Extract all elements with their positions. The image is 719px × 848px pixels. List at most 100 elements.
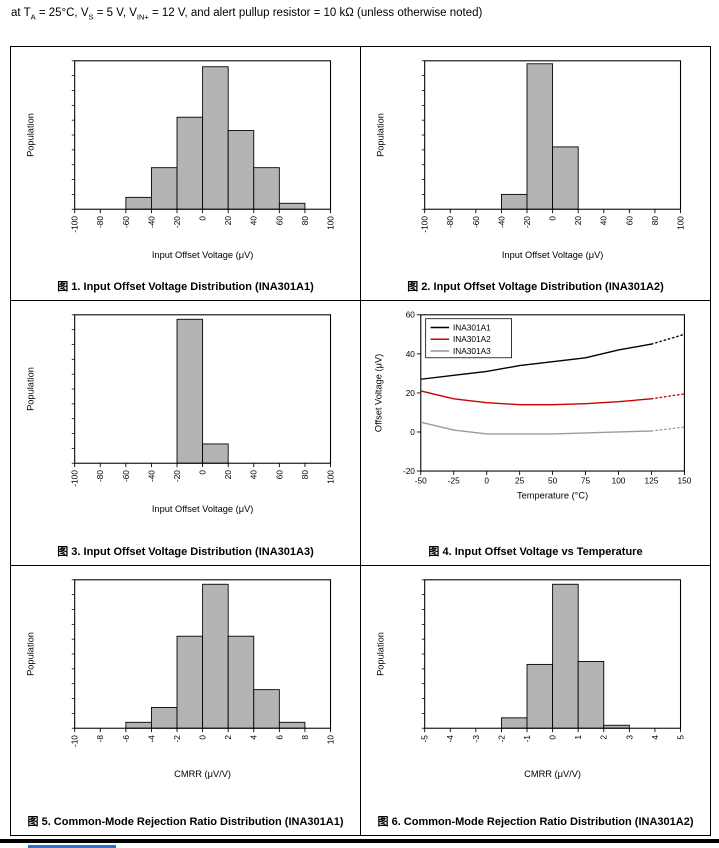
svg-text:0: 0 bbox=[547, 216, 557, 221]
svg-text:-80: -80 bbox=[95, 470, 105, 482]
svg-text:-40: -40 bbox=[496, 216, 506, 228]
svg-text:Population: Population bbox=[375, 632, 385, 676]
svg-text:-2: -2 bbox=[171, 735, 181, 743]
figure-caption-5: 图 5. Common-Mode Rejection Ratio Distrib… bbox=[27, 816, 344, 828]
subscript-vin: IN+ bbox=[136, 12, 149, 22]
svg-text:-2: -2 bbox=[496, 735, 506, 743]
svg-text:-4: -4 bbox=[146, 735, 156, 743]
svg-text:150: 150 bbox=[677, 476, 691, 486]
svg-text:INA301A2: INA301A2 bbox=[453, 334, 491, 344]
figure-grid: -100 -80 -60 -40 -20 0 20 40 60 80 100 Input Offset… bbox=[10, 46, 711, 836]
figure-caption-4: 图 4. Input Offset Voltage vs Temperature bbox=[428, 546, 643, 558]
svg-text:0: 0 bbox=[484, 476, 489, 486]
svg-text:40: 40 bbox=[248, 216, 258, 226]
histogram-fig6: -5 -4 -3 -2 -1 0 1 2 3 4 5 CMRR (μV/V) Population bbox=[375, 579, 685, 779]
svg-text:-8: -8 bbox=[95, 735, 105, 743]
svg-text:0: 0 bbox=[197, 216, 207, 221]
svg-text:125: 125 bbox=[644, 476, 658, 486]
svg-text:-40: -40 bbox=[146, 470, 156, 482]
footer-accent-bar bbox=[28, 845, 116, 848]
svg-text:CMRR (μV/V): CMRR (μV/V) bbox=[524, 769, 581, 779]
svg-text:100: 100 bbox=[325, 470, 335, 484]
svg-text:0: 0 bbox=[197, 470, 207, 475]
svg-text:-6: -6 bbox=[120, 735, 130, 743]
svg-text:Input Offset Voltage (μV): Input Offset Voltage (μV) bbox=[151, 504, 252, 514]
svg-text:40: 40 bbox=[405, 349, 415, 359]
svg-text:-20: -20 bbox=[402, 466, 414, 476]
svg-text:-80: -80 bbox=[95, 216, 105, 228]
svg-text:-10: -10 bbox=[69, 735, 79, 747]
svg-text:80: 80 bbox=[299, 470, 309, 480]
svg-text:-100: -100 bbox=[419, 216, 429, 233]
test-conditions-line: at TA = 25°C, VS = 5 V, VIN+ = 12 V, and… bbox=[11, 7, 483, 22]
svg-text:75: 75 bbox=[580, 476, 590, 486]
svg-text:-60: -60 bbox=[120, 216, 130, 228]
svg-text:0: 0 bbox=[197, 735, 207, 740]
figure-cell-4: -50 -25 0 25 50 75 100 125 150 -20 0 20 40 60 INA301A1… bbox=[361, 301, 711, 566]
svg-text:Population: Population bbox=[25, 632, 35, 676]
svg-text:-20: -20 bbox=[521, 216, 531, 228]
svg-text:20: 20 bbox=[223, 470, 233, 480]
svg-text:3: 3 bbox=[624, 735, 634, 740]
figure-cell-1: -100 -80 -60 -40 -20 0 20 40 60 80 100 Input Offset… bbox=[11, 47, 361, 301]
svg-text:40: 40 bbox=[598, 216, 608, 226]
svg-text:CMRR (μV/V): CMRR (μV/V) bbox=[174, 769, 231, 779]
svg-text:80: 80 bbox=[299, 216, 309, 226]
svg-text:80: 80 bbox=[649, 216, 659, 226]
svg-text:60: 60 bbox=[274, 470, 284, 480]
subscript-vs: S bbox=[88, 12, 94, 22]
figure-cell-5: -10 -8 -6 -4 -2 0 2 4 6 8 10 CMRR (μV/V) Population … bbox=[11, 566, 361, 836]
svg-text:Input Offset Voltage (μV): Input Offset Voltage (μV) bbox=[151, 250, 252, 260]
svg-text:-80: -80 bbox=[445, 216, 455, 228]
svg-text:-100: -100 bbox=[69, 470, 79, 487]
svg-text:40: 40 bbox=[248, 470, 258, 480]
svg-text:100: 100 bbox=[325, 216, 335, 230]
svg-text:-100: -100 bbox=[69, 216, 79, 233]
svg-text:-50: -50 bbox=[414, 476, 426, 486]
figure-cell-2: -100 -80 -60 -40 -20 0 20 40 60 80 100 Input Offset… bbox=[361, 47, 711, 301]
svg-text:60: 60 bbox=[274, 216, 284, 226]
svg-text:2: 2 bbox=[223, 735, 233, 740]
svg-text:Population: Population bbox=[25, 367, 35, 411]
svg-text:Temperature (°C): Temperature (°C) bbox=[517, 490, 588, 500]
svg-text:-20: -20 bbox=[171, 470, 181, 482]
svg-text:-1: -1 bbox=[521, 735, 531, 743]
svg-text:0: 0 bbox=[410, 427, 415, 437]
line-chart-fig4: -50 -25 0 25 50 75 100 125 150 -20 0 20 40 60 INA301A1… bbox=[373, 310, 691, 501]
svg-text:25: 25 bbox=[515, 476, 525, 486]
figure-caption-2: 图 2. Input Offset Voltage Distribution (… bbox=[407, 281, 664, 293]
svg-text:0: 0 bbox=[547, 735, 557, 740]
svg-text:1: 1 bbox=[573, 735, 583, 740]
histogram-fig5: -10 -8 -6 -4 -2 0 2 4 6 8 10 CMRR (μV/V) Population bbox=[25, 579, 335, 779]
svg-text:-3: -3 bbox=[470, 735, 480, 743]
svg-text:20: 20 bbox=[573, 216, 583, 226]
svg-text:5: 5 bbox=[675, 735, 685, 740]
svg-text:Input Offset Voltage (μV): Input Offset Voltage (μV) bbox=[501, 250, 602, 260]
svg-text:Population: Population bbox=[25, 113, 35, 157]
svg-text:INA301A1: INA301A1 bbox=[453, 322, 491, 332]
svg-text:100: 100 bbox=[611, 476, 625, 486]
svg-text:INA301A3: INA301A3 bbox=[453, 346, 491, 356]
svg-text:50: 50 bbox=[547, 476, 557, 486]
histogram-fig2: -100 -80 -60 -40 -20 0 20 40 60 80 100 Input Offset… bbox=[375, 60, 685, 260]
svg-text:60: 60 bbox=[624, 216, 634, 226]
svg-text:-60: -60 bbox=[470, 216, 480, 228]
svg-text:100: 100 bbox=[675, 216, 685, 230]
svg-text:Offset Voltage (μV): Offset Voltage (μV) bbox=[373, 354, 383, 432]
conditions-text: at T bbox=[11, 7, 31, 19]
svg-text:-4: -4 bbox=[445, 735, 455, 743]
svg-text:2: 2 bbox=[598, 735, 608, 740]
figure-caption-6: 图 6. Common-Mode Rejection Ratio Distrib… bbox=[377, 816, 694, 828]
svg-text:60: 60 bbox=[405, 310, 415, 320]
figure-cell-6: -5 -4 -3 -2 -1 0 1 2 3 4 5 CMRR (μV/V) Population 图 … bbox=[361, 566, 711, 836]
figure-caption-3: 图 3. Input Offset Voltage Distribution (… bbox=[57, 546, 314, 558]
svg-text:4: 4 bbox=[649, 735, 659, 740]
histogram-fig1: -100 -80 -60 -40 -20 0 20 40 60 80 100 Input Offset… bbox=[25, 60, 335, 260]
svg-text:-5: -5 bbox=[419, 735, 429, 743]
svg-text:-20: -20 bbox=[171, 216, 181, 228]
subscript-ta: A bbox=[30, 12, 36, 22]
svg-text:6: 6 bbox=[274, 735, 284, 740]
svg-text:-40: -40 bbox=[146, 216, 156, 228]
svg-text:8: 8 bbox=[299, 735, 309, 740]
histogram-fig3: -100 -80 -60 -40 -20 0 20 40 60 80 100 Input Offset… bbox=[25, 314, 335, 514]
